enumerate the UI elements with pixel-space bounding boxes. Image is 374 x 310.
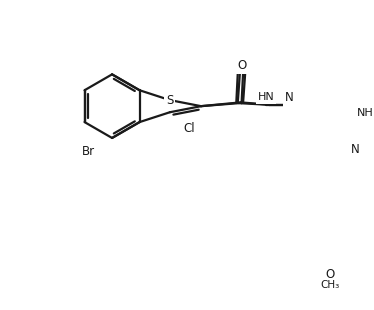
Text: N: N — [285, 91, 293, 104]
Text: CH₃: CH₃ — [320, 280, 339, 290]
Text: O: O — [237, 59, 246, 72]
Text: S: S — [166, 94, 174, 107]
Text: Cl: Cl — [184, 122, 195, 135]
Text: N: N — [351, 143, 360, 156]
Text: Br: Br — [82, 145, 95, 158]
Text: O: O — [325, 268, 334, 281]
Text: NH: NH — [357, 108, 374, 118]
Text: HN: HN — [258, 92, 275, 102]
